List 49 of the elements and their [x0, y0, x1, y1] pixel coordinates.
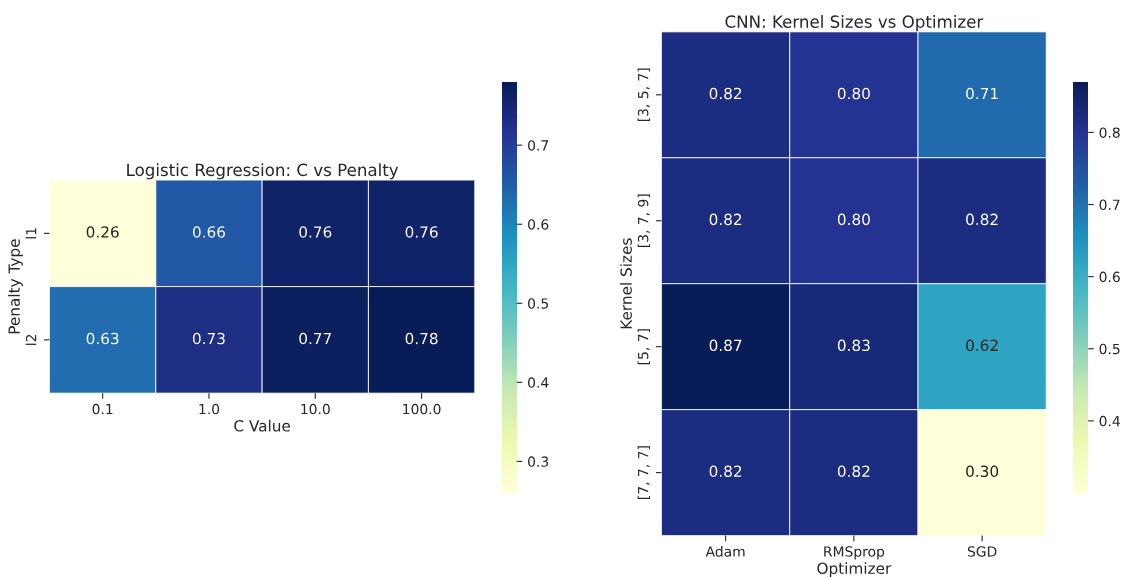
x-axis-title: C Value [234, 419, 291, 432]
color-bar-label: 0.5 [528, 298, 548, 309]
data-label: 0.62 [966, 339, 998, 352]
data-label: 0.83 [837, 339, 870, 352]
y-tick-label: [5, 7] [637, 329, 651, 365]
data-label: 0.82 [709, 87, 742, 100]
color-bar-label: 0.7 [1099, 199, 1120, 211]
x-tick-label: 0.1 [92, 403, 113, 415]
data-label: 0.82 [709, 465, 742, 478]
data-label: 0.63 [86, 332, 119, 345]
data-label: 0.82 [837, 465, 870, 478]
y-tick-label: l1 [25, 228, 37, 239]
x-tick-label: RMSprop [824, 546, 885, 560]
data-label: 0.82 [709, 213, 742, 226]
y-axis-title: Penalty Type [8, 239, 23, 334]
data-label: 0.77 [299, 332, 331, 345]
color-bar-label: 0.7 [528, 140, 549, 151]
chart-title: CNN: Kernel Sizes vs Optimizer [725, 15, 984, 32]
data-label: 0.80 [837, 87, 870, 100]
y-axis-title: Kernel Sizes [620, 238, 632, 329]
chart-title: Logistic Regression: C vs Penalty [127, 163, 399, 180]
color-bar-label: 0.4 [528, 377, 549, 388]
y-tick-label: l2 [25, 334, 37, 345]
color-bar-label: 0.4 [1099, 415, 1120, 427]
data-label: 0.66 [192, 226, 226, 238]
y-tick-label: [7, 7, 7] [637, 446, 651, 499]
color-bar-label: 0.3 [528, 456, 549, 467]
data-label: 0.78 [405, 332, 438, 345]
data-label: 0.76 [405, 226, 438, 238]
x-tick-label: 1.0 [199, 403, 220, 415]
y-tick-label: [3, 5, 7] [637, 68, 651, 122]
x-tick-label: 10.0 [301, 403, 330, 415]
color-bar-label: 0.6 [528, 219, 549, 230]
data-label: 0.76 [299, 226, 332, 238]
data-label: 0.82 [966, 213, 998, 226]
data-label: 0.80 [837, 213, 870, 226]
x-tick-label: 100.0 [403, 403, 441, 415]
y-tick-label: [3, 7, 9] [637, 194, 651, 248]
color-bar-label: 0.6 [1099, 271, 1120, 283]
data-label: 0.87 [709, 339, 742, 352]
data-label: 0.71 [966, 87, 998, 100]
data-label: 0.26 [86, 226, 119, 238]
color-bar-label: 0.8 [1099, 127, 1120, 138]
color-bar-label: 0.5 [1099, 343, 1120, 355]
x-tick-label: SGD [967, 546, 997, 557]
data-label: 0.73 [192, 332, 225, 345]
data-label: 0.30 [966, 465, 999, 478]
x-tick-label: Adam [705, 545, 745, 557]
x-axis-title: Optimizer [817, 562, 892, 577]
